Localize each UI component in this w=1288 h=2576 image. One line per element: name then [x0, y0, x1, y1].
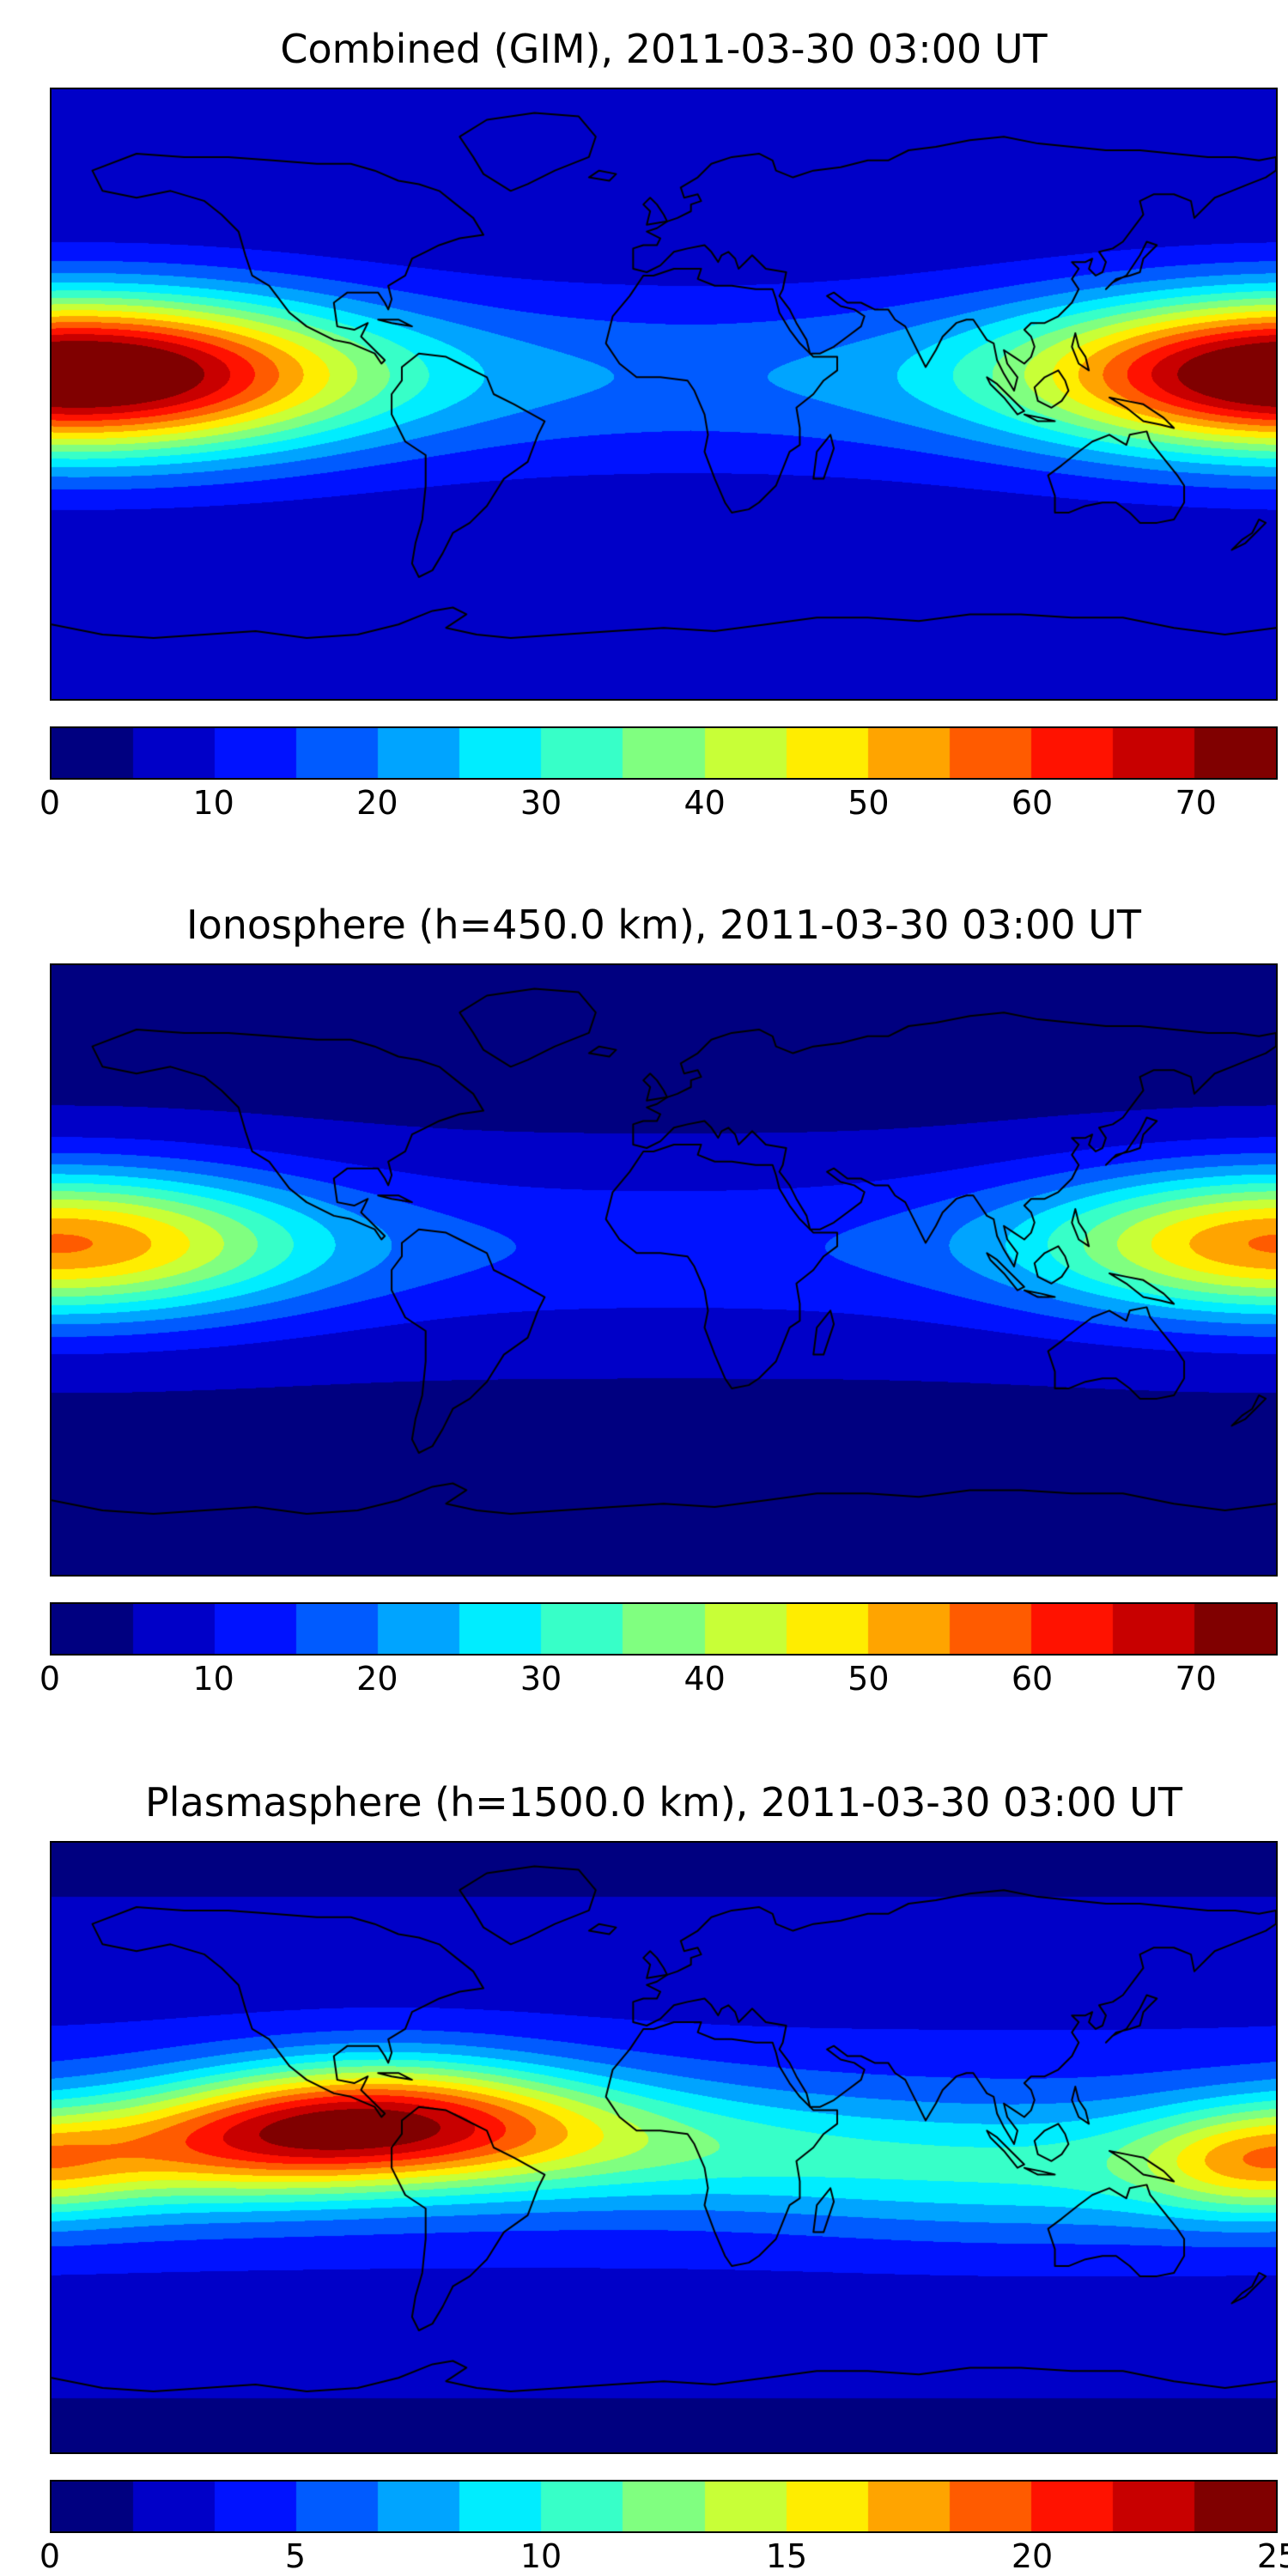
- colorbar-tick-label: 20: [1011, 2537, 1054, 2575]
- colorbar-ticks-ionosphere: 0 10 20 30 40 50 60 70: [39, 1660, 1278, 1698]
- colorbar-ticks-combined: 0 10 20 30 40 50 60 70: [39, 784, 1278, 822]
- map-frame-combined: [50, 88, 1278, 701]
- colorbar-tick-label: 0: [39, 784, 61, 822]
- colorbar-ticks-plasmasphere: 0 5 10 15 20 25: [39, 2537, 1288, 2575]
- panel-title-combined: Combined (GIM), 2011-03-30 03:00 UT: [280, 26, 1048, 72]
- colorbar-tick-label: 10: [192, 1660, 234, 1698]
- colorbar-tick-label: 25: [1256, 2537, 1288, 2575]
- colorbar-tick-label: 40: [683, 784, 726, 822]
- colorbar-tick-label: 70: [1175, 1660, 1217, 1698]
- colorbar-tick-label: 5: [284, 2537, 307, 2575]
- map-frame-ionosphere: [50, 963, 1278, 1577]
- colorbar-ionosphere: [52, 1604, 1276, 1654]
- colorbar-frame-ionosphere: [50, 1602, 1278, 1656]
- colorbar-plasmasphere: [52, 2482, 1276, 2531]
- panel-plasmasphere: Plasmasphere (h=1500.0 km), 2011-03-30 0…: [39, 1777, 1288, 2575]
- colorbar-tick-label: 0: [39, 1660, 61, 1698]
- colorbar-tick-label: 20: [356, 1660, 398, 1698]
- panel-title-plasmasphere: Plasmasphere (h=1500.0 km), 2011-03-30 0…: [145, 1779, 1182, 1826]
- map-frame-plasmasphere: [50, 1841, 1278, 2454]
- colorbar-tick-label: 50: [848, 784, 890, 822]
- world-map-plasmasphere: [52, 1843, 1276, 2452]
- colorbar-tick-label: 40: [683, 1660, 726, 1698]
- colorbar-tick-label: 20: [356, 784, 398, 822]
- colorbar-tick-label: 50: [848, 1660, 890, 1698]
- colorbar-combined: [52, 728, 1276, 778]
- world-map-combined: [52, 89, 1276, 699]
- colorbar-frame-combined: [50, 726, 1278, 780]
- colorbar-tick-label: 15: [765, 2537, 808, 2575]
- colorbar-tick-label: 70: [1175, 784, 1217, 822]
- panel-title-ionosphere: Ionosphere (h=450.0 km), 2011-03-30 03:0…: [186, 902, 1141, 948]
- panel-combined-gim: Combined (GIM), 2011-03-30 03:00 UT 0 10 2…: [39, 24, 1278, 822]
- colorbar-frame-plasmasphere: [50, 2480, 1278, 2533]
- colorbar-tick-label: 60: [1011, 784, 1054, 822]
- colorbar-tick-label: 0: [39, 2537, 61, 2575]
- colorbar-tick-label: 30: [519, 1660, 562, 1698]
- panel-ionosphere: Ionosphere (h=450.0 km), 2011-03-30 03:0…: [39, 900, 1278, 1698]
- world-map-ionosphere: [52, 965, 1276, 1575]
- colorbar-tick-label: 30: [519, 784, 562, 822]
- colorbar-tick-label: 60: [1011, 1660, 1054, 1698]
- colorbar-tick-label: 10: [192, 784, 234, 822]
- colorbar-tick-label: 10: [519, 2537, 562, 2575]
